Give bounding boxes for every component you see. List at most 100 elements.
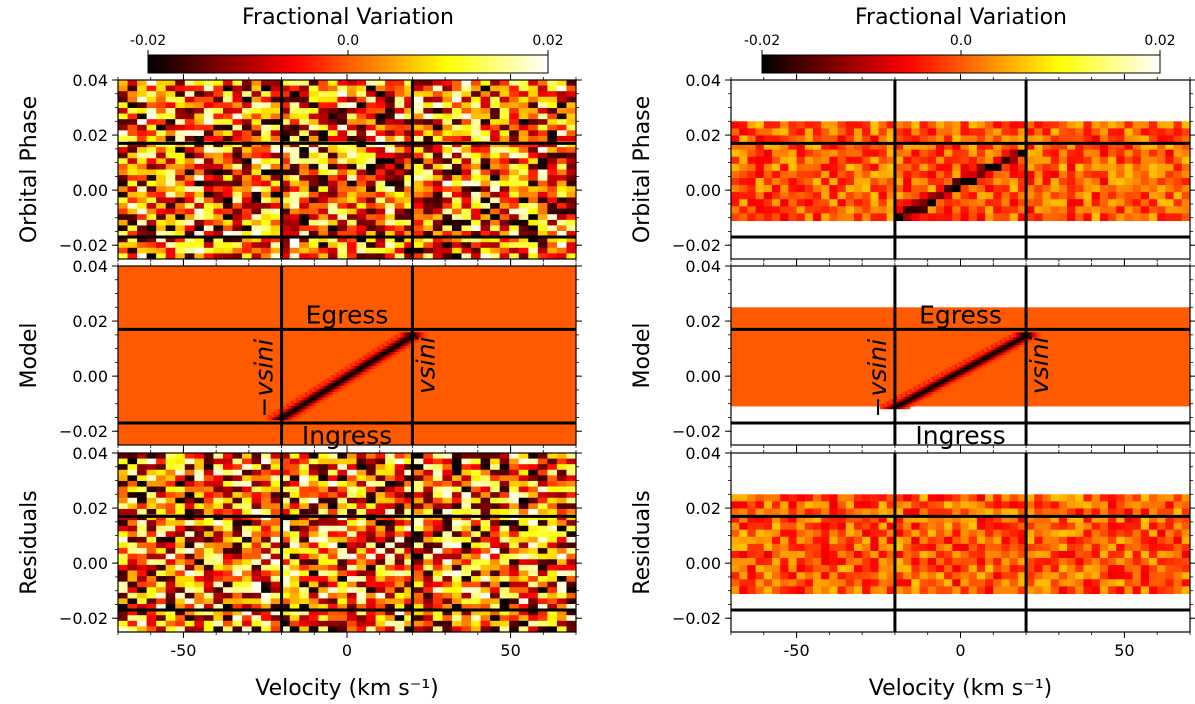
- heatmap-cell: [952, 494, 962, 502]
- heatmap-cell: [509, 604, 520, 611]
- heatmap-cell: [518, 503, 529, 510]
- heatmap-cell: [413, 453, 424, 460]
- heatmap-cell: [471, 214, 482, 221]
- shadow-track-cell: [405, 335, 411, 341]
- heatmap-cell: [423, 587, 434, 594]
- heatmap-cell: [547, 236, 558, 243]
- heatmap-cell: [222, 152, 234, 159]
- heatmap-cell: [432, 609, 444, 616]
- heatmap-cell: [366, 587, 377, 594]
- shadow-track-cell: [392, 343, 397, 349]
- heatmap-cell: [308, 464, 319, 471]
- heatmap-cell: [118, 107, 129, 115]
- heatmap-cell: [137, 520, 148, 527]
- heatmap-cell: [137, 536, 148, 544]
- heatmap-cell: [731, 192, 740, 200]
- heatmap-cell: [490, 236, 501, 243]
- heatmap-cell: [451, 604, 463, 611]
- heatmap-cell: [1034, 156, 1044, 165]
- heatmap-cell: [471, 542, 482, 549]
- heatmap-cell: [1132, 206, 1142, 214]
- heatmap-cell: [518, 564, 529, 572]
- shadow-track-cell: [369, 366, 374, 372]
- heatmap-cell: [845, 121, 855, 129]
- heatmap-cell: [480, 576, 491, 583]
- heatmap-cell: [1157, 177, 1167, 186]
- heatmap-cell: [404, 242, 415, 249]
- heatmap-cell: [442, 548, 453, 555]
- heatmap-cell: [261, 469, 272, 476]
- shadow-track-cell: [911, 386, 916, 392]
- heatmap-cell: [146, 576, 157, 583]
- heatmap-cell: [471, 147, 482, 154]
- heatmap-cell: [556, 620, 568, 628]
- shadow-track-cell: [392, 335, 398, 341]
- heatmap-cell: [796, 185, 806, 193]
- heatmap-cell: [213, 163, 224, 171]
- heatmap-cell: [337, 107, 348, 115]
- heatmap-cell: [461, 492, 472, 499]
- shadow-track-cell: [956, 361, 961, 368]
- shadow-track-cell: [328, 392, 333, 398]
- shadow-track-cell: [341, 369, 346, 375]
- heatmap-cell: [366, 525, 377, 532]
- heatmap-cell: [156, 253, 167, 259]
- heatmap-cell: [327, 119, 339, 126]
- heatmap-cell: [318, 236, 329, 243]
- heatmap-cell: [739, 192, 748, 200]
- heatmap-cell: [251, 158, 262, 165]
- heatmap-cell: [194, 559, 205, 566]
- heatmap-cell: [528, 536, 539, 544]
- heatmap-cell: [251, 553, 262, 560]
- heatmap-cell: [242, 247, 253, 255]
- heatmap-cell: [375, 480, 386, 488]
- heatmap-cell: [289, 180, 300, 187]
- heatmap-cell: [222, 113, 234, 120]
- heatmap-cell: [194, 214, 205, 221]
- heatmap-cell: [788, 135, 798, 144]
- y-tick-label: −0.02: [59, 609, 108, 628]
- heatmap-cell: [528, 236, 539, 243]
- heatmap-cell: [251, 85, 262, 92]
- heatmap-cell: [251, 615, 262, 622]
- heatmap-cell: [366, 598, 377, 605]
- heatmap-cell: [270, 208, 281, 215]
- heatmap-cell: [755, 494, 765, 502]
- heatmap-cell: [337, 581, 348, 588]
- heatmap-cell: [299, 152, 310, 159]
- heatmap-cell: [796, 156, 806, 165]
- shadow-track-cell: [350, 375, 355, 381]
- shadow-track-cell: [1016, 332, 1021, 338]
- heatmap-cell: [222, 464, 234, 471]
- heatmap-cell: [385, 559, 396, 566]
- heatmap-cell: [556, 592, 568, 600]
- heatmap-cell: [413, 169, 424, 176]
- heatmap-cell: [518, 464, 529, 471]
- heatmap-cell: [251, 598, 262, 605]
- heatmap-cell: [299, 135, 310, 143]
- heatmap-cell: [165, 609, 176, 616]
- shadow-track-cell: [300, 395, 305, 401]
- heatmap-cell: [289, 163, 300, 171]
- heatmap-cell: [337, 236, 348, 243]
- heatmap-cell: [394, 208, 405, 215]
- heatmap-cell: [385, 91, 396, 98]
- heatmap-cell: [1067, 149, 1076, 158]
- heatmap-cell: [490, 570, 501, 577]
- heatmap-cell: [299, 598, 310, 605]
- shadow-track-cell: [368, 352, 373, 358]
- heatmap-cell: [184, 609, 195, 616]
- heatmap-cell: [739, 213, 748, 222]
- heatmap-cell: [356, 453, 367, 460]
- heatmap-cell: [375, 492, 386, 499]
- heatmap-cell: [490, 113, 501, 120]
- heatmap-cell: [127, 130, 138, 137]
- heatmap-cell: [270, 497, 281, 504]
- heatmap-cell: [935, 177, 945, 186]
- heatmap-cell: [137, 169, 148, 176]
- heatmap-cell: [356, 214, 367, 221]
- heatmap-cell: [461, 480, 472, 488]
- shadow-track-cell: [938, 371, 943, 378]
- heatmap-cell: [375, 520, 386, 527]
- heatmap-cell: [280, 626, 291, 632]
